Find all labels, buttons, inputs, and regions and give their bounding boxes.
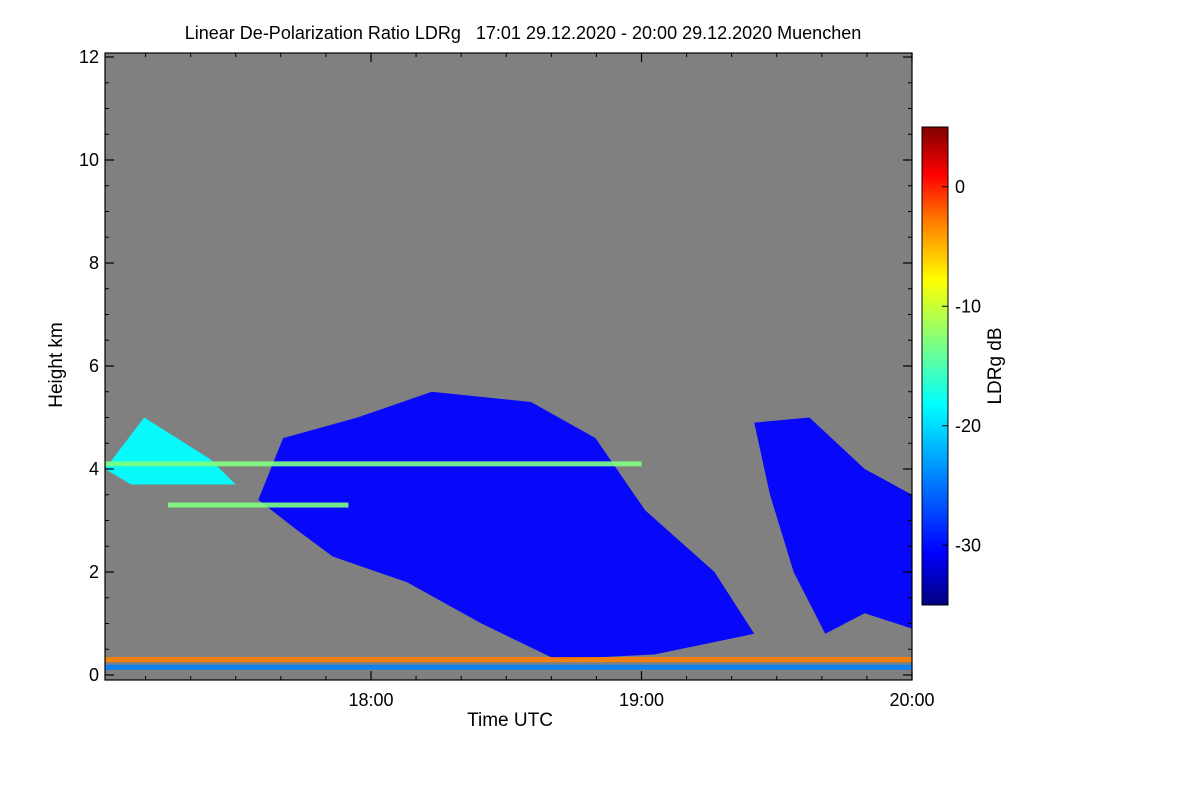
colorbar-tick-label: -10 [955, 296, 981, 316]
cloud-second-cloud [754, 417, 912, 634]
y-axis-title: Height km [46, 322, 67, 408]
colorbar [921, 126, 949, 606]
data-features [105, 391, 912, 670]
x-axis-title: Time UTC [467, 710, 553, 731]
chart-title: Linear De-Polarization Ratio LDRg 17:01 … [185, 23, 861, 43]
colorbar-ticks: 0 -10 -20 -30 [942, 177, 981, 555]
x-axis: 18:00 19:00 20:00 [145, 53, 935, 710]
y-tick-label: 10 [79, 150, 99, 170]
x-tick-label: 19:00 [619, 690, 664, 710]
x-tick-label: 20:00 [889, 690, 934, 710]
y-tick-label: 2 [89, 562, 99, 582]
y-tick-label: 4 [89, 459, 99, 479]
y-axis: 0 2 4 6 8 10 12 [79, 47, 912, 685]
cloud-upper-layer-left [105, 417, 236, 485]
y-tick-label: 12 [79, 47, 99, 67]
colorbar-title: LDRg dB [985, 327, 1006, 404]
colorbar-tick-label: 0 [955, 177, 965, 197]
layer-layer-3.3km [168, 502, 349, 508]
y-tick-label: 8 [89, 253, 99, 273]
cloud-main-cloud [258, 391, 755, 660]
y-tick-label: 6 [89, 356, 99, 376]
layer-surface-layer [105, 657, 912, 663]
y-tick-label: 0 [89, 665, 99, 685]
x-tick-label: 18:00 [348, 690, 393, 710]
layer-near-ground [105, 664, 912, 670]
layer-layer-4km [105, 461, 642, 467]
colorbar-tick-label: -20 [955, 416, 981, 436]
colorbar-tick-label: -30 [955, 535, 981, 555]
